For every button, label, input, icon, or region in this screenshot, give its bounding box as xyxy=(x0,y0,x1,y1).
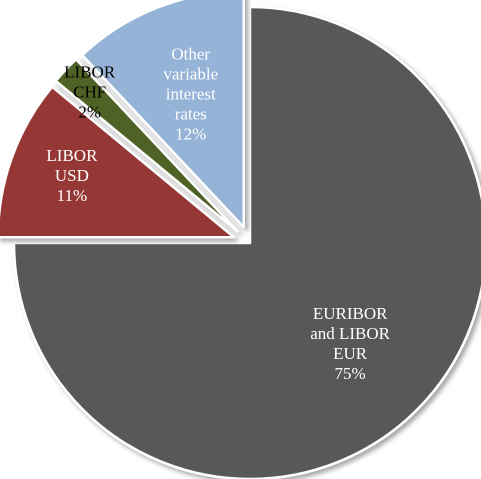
pie-label-line: variable xyxy=(163,64,218,83)
pie-label-percent: 11% xyxy=(57,186,88,205)
pie-label-line: EURIBOR xyxy=(313,304,388,323)
pie-label-percent: 2% xyxy=(78,102,101,121)
pie-slice-3 xyxy=(80,0,245,229)
pie-label-line: CHF xyxy=(73,82,106,101)
pie-slice-2 xyxy=(54,58,239,233)
pie-label-line: EUR xyxy=(333,344,368,363)
pie-label-line: LIBOR xyxy=(64,62,116,81)
pie-slice-1 xyxy=(0,85,236,239)
pie-label-line: rates xyxy=(175,104,207,123)
pie-label-percent: 75% xyxy=(335,364,366,383)
pie-label-3: Other variable interest rates 12% xyxy=(163,44,218,143)
pie-label-2: LIBOR CHF 2% xyxy=(64,62,116,121)
pie-label-line: LIBOR xyxy=(46,146,98,165)
pie-label-line: interest xyxy=(166,84,216,103)
pie-label-1: LIBOR USD 11% xyxy=(46,146,98,205)
pie-label-line: USD xyxy=(55,166,89,185)
pie-label-0: EURIBOR and LIBOR EUR 75% xyxy=(310,304,390,383)
pie-label-line: Other xyxy=(171,44,210,63)
pie-label-line: and LIBOR xyxy=(310,324,390,343)
pie-slice-0 xyxy=(12,5,481,479)
pie-label-percent: 12% xyxy=(175,124,206,143)
pie-labels: EURIBOR and LIBOR EUR 75%LIBOR USD 11%LIBOR CH… xyxy=(46,44,390,383)
